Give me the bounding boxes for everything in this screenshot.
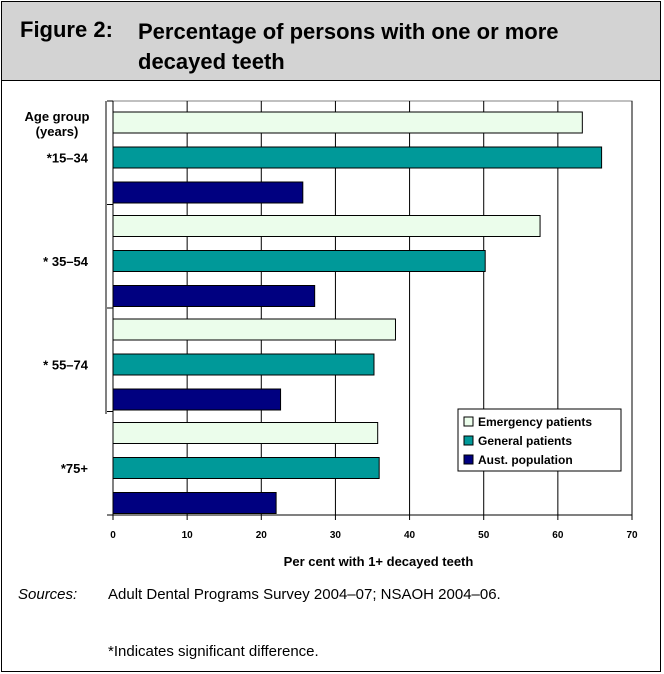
legend-box: [457, 408, 622, 472]
bar-aust-population-3: [112, 492, 277, 514]
bar-aust-population-1: [112, 285, 316, 307]
x-tick-label: 40: [404, 530, 416, 541]
bar-aust-population-0: [112, 181, 304, 204]
x-tick-label: 0: [110, 530, 116, 541]
bar-emergency-patients-1: [112, 215, 541, 237]
axis-labels: 0 10 20 30 40 50 60 70 *15–34 * 35–54 * 55–74 *75+ A…: [25, 109, 638, 569]
x-tick-label: 30: [330, 530, 342, 541]
bar-general-patients-3: [112, 457, 380, 479]
bar-aust-population-2: [112, 388, 282, 411]
x-axis-title: Per cent with 1+ decayed teeth: [284, 554, 474, 569]
bar-general-patients-2: [112, 353, 375, 376]
category-label: * 55–74: [43, 358, 89, 373]
category-label: *75+: [61, 461, 89, 476]
sources-text: Adult Dental Programs Survey 2004–07; NS…: [108, 586, 501, 603]
x-tick-label: 70: [626, 530, 638, 541]
legend-label: Emergency patients: [478, 415, 592, 429]
bar-general-patients-0: [112, 146, 603, 169]
legend-swatch: [463, 454, 474, 465]
bar-general-patients-1: [112, 250, 486, 272]
legend-label: General patients: [478, 434, 572, 448]
x-tick-label: 10: [182, 530, 194, 541]
x-tick-label: 60: [552, 530, 564, 541]
category-label: * 35–54: [43, 254, 89, 269]
category-label: *15–34: [47, 151, 89, 166]
legend: Emergency patients General patients Aust. …: [457, 408, 622, 472]
bar-emergency-patients-3: [112, 422, 379, 444]
legend-swatch: [463, 435, 474, 446]
legend-swatch: [463, 416, 474, 427]
y-axis-title: Age group: [25, 109, 90, 124]
bar-emergency-patients-0: [112, 111, 583, 134]
title-bar: Figure 2: Percentage of persons with one…: [2, 2, 660, 81]
axes: [105, 100, 633, 520]
bar-emergency-patients-2: [112, 318, 396, 341]
y-axis-title: (years): [36, 124, 79, 139]
footnote: *Indicates significant difference.: [108, 643, 319, 660]
x-tick-label: 50: [478, 530, 490, 541]
sources-label: Sources:: [18, 586, 78, 603]
figure-title: Percentage of persons with one or more d…: [138, 19, 559, 74]
x-tick-label: 20: [256, 530, 268, 541]
figure-number: Figure 2:: [20, 17, 113, 42]
legend-label: Aust. population: [478, 453, 573, 467]
